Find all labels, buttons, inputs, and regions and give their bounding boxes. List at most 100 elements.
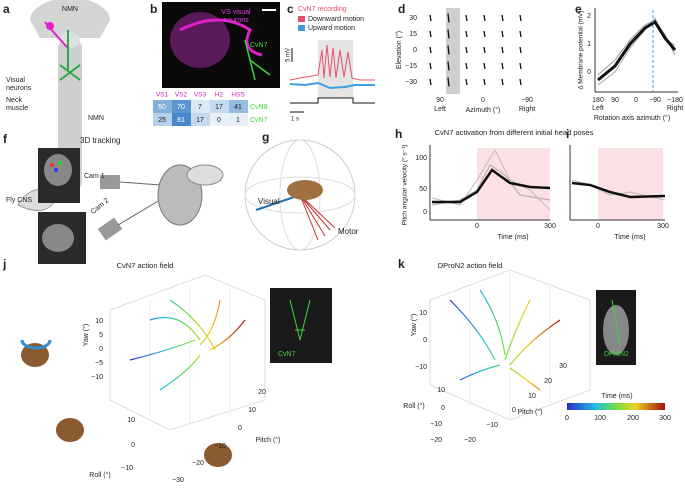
panel-c-traces bbox=[289, 16, 375, 113]
text: CvN8 bbox=[250, 104, 268, 111]
panel-label: g bbox=[262, 130, 269, 144]
text: DProN2 action field bbox=[438, 261, 503, 270]
arrow bbox=[501, 62, 504, 70]
text: 0 bbox=[596, 223, 600, 230]
text: 90 bbox=[436, 97, 444, 104]
arrow bbox=[519, 46, 522, 54]
arrow bbox=[483, 78, 486, 86]
text: Fly CNS bbox=[6, 197, 32, 204]
table-cell bbox=[153, 100, 172, 113]
text: neurons bbox=[6, 85, 32, 92]
text: 5 bbox=[99, 332, 103, 339]
text: CvN7 action field bbox=[117, 261, 174, 270]
table-cell bbox=[191, 100, 210, 113]
text: Time (ms) bbox=[497, 234, 528, 241]
text: Elevation (°) bbox=[395, 31, 403, 69]
text: Time (ms) bbox=[601, 393, 632, 400]
table-cell bbox=[210, 113, 229, 126]
text: −10 bbox=[214, 443, 226, 450]
text: 3D tracking bbox=[80, 136, 120, 145]
text: Δ Membrane potential (mV) bbox=[578, 10, 585, 89]
text: 0 bbox=[423, 209, 427, 216]
text: 0 bbox=[99, 346, 103, 353]
text: Left bbox=[592, 105, 604, 112]
text: 0 bbox=[131, 442, 135, 449]
text: −10 bbox=[91, 374, 103, 381]
arrow bbox=[429, 62, 432, 70]
text: Downward motion bbox=[308, 16, 364, 23]
text: 0 bbox=[238, 425, 242, 432]
arrow bbox=[447, 77, 450, 87]
text: −10 bbox=[486, 422, 498, 429]
arrow bbox=[429, 14, 432, 22]
text: Azimuth (°) bbox=[466, 106, 501, 114]
panel-label: i bbox=[566, 127, 569, 141]
arrow bbox=[447, 61, 450, 71]
text: −20 bbox=[430, 437, 442, 444]
text: Visual bbox=[258, 197, 280, 206]
text: 50 bbox=[158, 104, 166, 111]
text: 1 s bbox=[291, 117, 299, 123]
arrow bbox=[501, 46, 504, 54]
text: 0 bbox=[423, 337, 427, 344]
text: 100 bbox=[415, 155, 427, 162]
text: 2 bbox=[587, 13, 591, 20]
text: VS1 bbox=[156, 92, 169, 99]
text: Pitch (°) bbox=[256, 436, 281, 444]
text: −20 bbox=[192, 460, 204, 467]
text: 30 bbox=[559, 363, 567, 370]
text: Roll (°) bbox=[89, 471, 110, 479]
panel-h-plot bbox=[429, 145, 666, 221]
text: −10 bbox=[415, 364, 427, 371]
text: 0 bbox=[481, 97, 485, 104]
panel-f-drawing bbox=[38, 148, 224, 264]
text: Neck bbox=[6, 97, 22, 104]
arrow bbox=[519, 30, 522, 38]
text: Right bbox=[519, 106, 535, 113]
arrow bbox=[429, 78, 432, 86]
table-cell bbox=[153, 113, 172, 126]
text: 41 bbox=[234, 104, 242, 111]
text: DProN2 bbox=[604, 351, 629, 358]
text: 10 bbox=[95, 318, 103, 325]
table-cell bbox=[191, 113, 210, 126]
text: 100 bbox=[594, 415, 606, 422]
arrow bbox=[483, 30, 486, 38]
text: 5 mV bbox=[286, 48, 292, 62]
text: CvN7 bbox=[250, 117, 268, 124]
text: Roll (°) bbox=[403, 402, 424, 410]
text: VS visual bbox=[221, 9, 251, 16]
panel-label: a bbox=[3, 2, 10, 16]
text: VS3 bbox=[194, 92, 207, 99]
text: CvN7 activation from different initial h… bbox=[435, 128, 594, 137]
panel-label: c bbox=[287, 2, 294, 16]
text: 25 bbox=[158, 117, 166, 124]
arrow bbox=[519, 62, 522, 70]
arrow bbox=[483, 14, 486, 22]
text: Pitch (°) bbox=[518, 408, 543, 416]
arrow bbox=[447, 13, 450, 23]
text: 0 bbox=[587, 69, 591, 76]
text: Upward motion bbox=[308, 25, 355, 32]
text: 10 bbox=[437, 387, 445, 394]
table-cell bbox=[172, 100, 191, 113]
text: VS2 bbox=[175, 92, 188, 99]
text: 200 bbox=[627, 415, 639, 422]
text: CvN7 bbox=[278, 351, 296, 358]
panel-label: j bbox=[2, 257, 6, 271]
text: 7 bbox=[198, 104, 202, 111]
text: Left bbox=[434, 106, 446, 113]
text: −10 bbox=[121, 465, 133, 472]
arrow bbox=[447, 45, 450, 55]
text: −30 bbox=[405, 79, 417, 86]
text: 0 bbox=[475, 223, 479, 230]
text: Visual bbox=[6, 77, 25, 84]
text: neurons bbox=[223, 17, 249, 24]
panel-label: d bbox=[398, 2, 405, 16]
arrow bbox=[429, 30, 432, 38]
text: 10 bbox=[419, 310, 427, 317]
text: 0 bbox=[217, 117, 221, 124]
arrow bbox=[465, 78, 468, 86]
panel-label: h bbox=[395, 127, 402, 141]
text: 300 bbox=[544, 223, 556, 230]
